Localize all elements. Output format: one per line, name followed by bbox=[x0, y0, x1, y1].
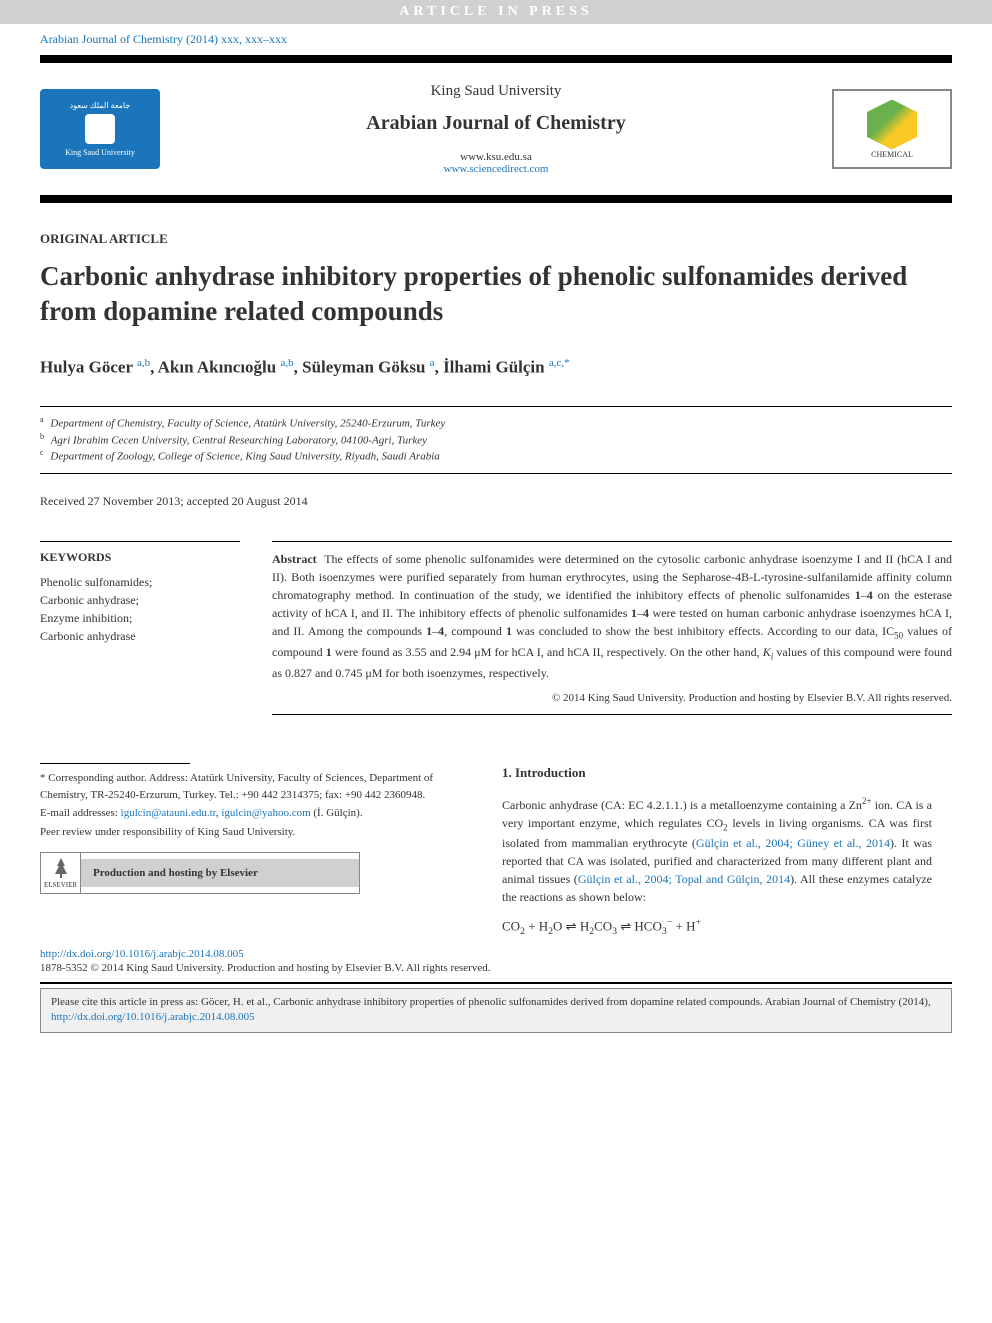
url-ksu: www.ksu.edu.sa bbox=[180, 151, 812, 163]
email-link-2[interactable]: igulcin@yahoo.com bbox=[221, 807, 310, 819]
elsevier-hosting-bar: ELSEVIER Production and hosting by Elsev… bbox=[40, 852, 360, 894]
email-footnote: E-mail addresses: igulcin@atauni.edu.tr,… bbox=[40, 805, 470, 822]
abstract-section: KEYWORDS Phenolic sulfonamides; Carbonic… bbox=[40, 541, 952, 723]
abstract-rule-bottom bbox=[272, 714, 952, 715]
intro-body: Carbonic anhydrase (CA: EC 4.2.1.1.) is … bbox=[502, 795, 932, 907]
elsevier-tree-icon: ELSEVIER bbox=[41, 853, 81, 893]
ksu-logo: جامعة الملك سعود King Saud University bbox=[40, 89, 160, 169]
email-link-1[interactable]: igulcin@atauni.edu.tr bbox=[121, 807, 216, 819]
header-center: King Saud University Arabian Journal of … bbox=[180, 83, 812, 175]
affiliation-a: a Department of Chemistry, Faculty of Sc… bbox=[40, 415, 952, 430]
chemical-society-logo: CHEMICAL bbox=[832, 89, 952, 169]
authors: Hulya Göcer a,b, Akın Akıncıoğlu a,b, Sü… bbox=[40, 357, 952, 378]
rule-top-thick bbox=[40, 55, 952, 63]
ksu-logo-arabic: جامعة الملك سعود bbox=[70, 101, 131, 110]
affiliation-c: c Department of Zoology, College of Scie… bbox=[40, 448, 952, 463]
rule-header-bottom bbox=[40, 195, 952, 203]
copyright: © 2014 King Saud University. Production … bbox=[272, 690, 952, 707]
affiliation-b: b Agri Ibrahim Cecen University, Central… bbox=[40, 432, 952, 447]
intro-column: 1. Introduction Carbonic anhydrase (CA: … bbox=[502, 763, 932, 940]
doi-link[interactable]: http://dx.doi.org/10.1016/j.arabjc.2014.… bbox=[0, 940, 992, 962]
issn-line: 1878-5352 © 2014 King Saud University. P… bbox=[0, 962, 992, 982]
citation-box: Please cite this article in press as: Gö… bbox=[40, 988, 952, 1033]
hexagon-icon bbox=[867, 100, 917, 150]
abstract-rule-top bbox=[272, 541, 952, 542]
journal-reference: Arabian Journal of Chemistry (2014) xxx,… bbox=[0, 24, 992, 55]
footnote-rule bbox=[40, 763, 190, 764]
hosting-text: Production and hosting by Elsevier bbox=[81, 859, 359, 888]
intro-heading: 1. Introduction bbox=[502, 763, 932, 783]
affiliations: a Department of Chemistry, Faculty of Sc… bbox=[40, 407, 952, 473]
peer-review-footnote: Peer review under responsibility of King… bbox=[40, 824, 470, 841]
affil-rule-bottom bbox=[40, 473, 952, 474]
article-dates: Received 27 November 2013; accepted 20 A… bbox=[40, 494, 952, 509]
footnote-column: * Corresponding author. Address: Atatürk… bbox=[40, 763, 470, 940]
kw-rule bbox=[40, 541, 240, 542]
article-type: ORIGINAL ARTICLE bbox=[40, 231, 952, 247]
journal-header: جامعة الملك سعود King Saud University Ki… bbox=[0, 63, 992, 195]
keywords-column: KEYWORDS Phenolic sulfonamides; Carbonic… bbox=[40, 541, 240, 723]
journal-name: Arabian Journal of Chemistry bbox=[180, 112, 812, 135]
rule-bottom bbox=[40, 982, 952, 984]
ksu-shield-icon bbox=[85, 114, 115, 144]
chemical-label: CHEMICAL bbox=[871, 150, 913, 159]
corresponding-footnote: * Corresponding author. Address: Atatürk… bbox=[40, 770, 470, 803]
url-sciencedirect[interactable]: www.sciencedirect.com bbox=[180, 163, 812, 175]
university-name: King Saud University bbox=[180, 83, 812, 100]
abstract-text: Abstract The effects of some phenolic su… bbox=[272, 550, 952, 682]
body-columns: * Corresponding author. Address: Atatürk… bbox=[40, 763, 952, 940]
keywords-heading: KEYWORDS bbox=[40, 550, 240, 565]
abstract-column: Abstract The effects of some phenolic su… bbox=[272, 541, 952, 723]
article-title: Carbonic anhydrase inhibitory properties… bbox=[40, 259, 952, 329]
reaction-equation: CO2 + H2O ⇌ H2CO3 ⇌ HCO3− + H+ bbox=[502, 916, 932, 940]
ksu-logo-english: King Saud University bbox=[65, 148, 135, 157]
article-in-press-banner: ARTICLE IN PRESS bbox=[0, 0, 992, 24]
keywords-list: Phenolic sulfonamides; Carbonic anhydras… bbox=[40, 573, 240, 645]
